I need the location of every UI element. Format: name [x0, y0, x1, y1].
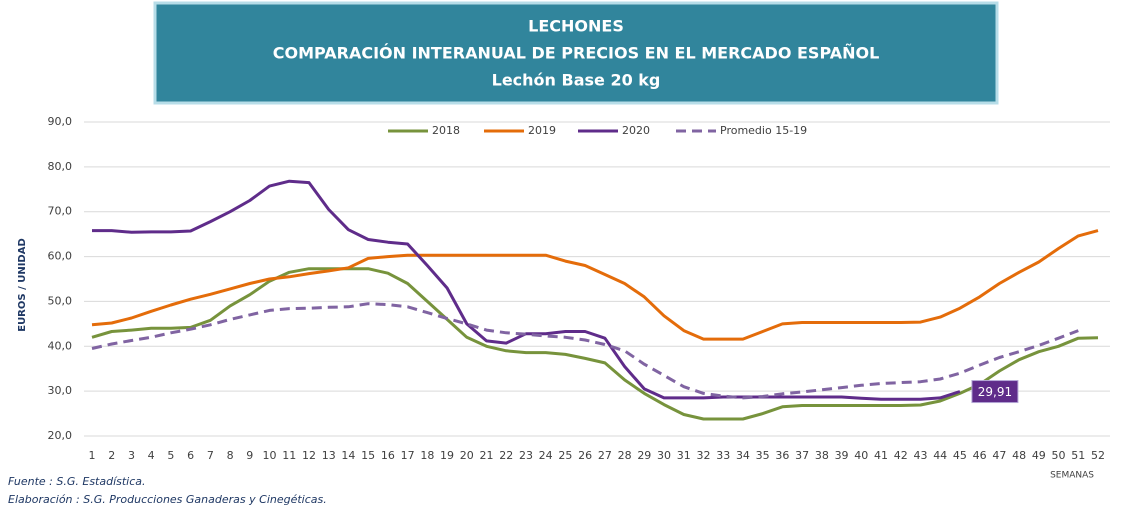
- chart-title: COMPARACIÓN INTERANUAL DE PRECIOS EN EL …: [273, 44, 880, 63]
- x-tick-label: 50: [1052, 449, 1066, 462]
- x-tick-label: 38: [815, 449, 829, 462]
- legend-label: 2019: [528, 124, 556, 137]
- footnote: Elaboración : S.G. Producciones Ganadera…: [8, 493, 327, 506]
- x-tick-label: 16: [381, 449, 395, 462]
- x-tick-label: 2: [108, 449, 115, 462]
- x-tick-label: 48: [1012, 449, 1026, 462]
- y-tick-label: 70,0: [48, 205, 73, 218]
- x-tick-label: 1: [89, 449, 96, 462]
- series-line: [91, 229, 1099, 341]
- x-tick-label: 4: [148, 449, 155, 462]
- x-tick-label: 14: [341, 449, 355, 462]
- x-tick-label: 43: [913, 449, 927, 462]
- x-tick-label: 49: [1032, 449, 1046, 462]
- y-tick-label: 40,0: [48, 339, 73, 352]
- y-tick-label: 20,0: [48, 429, 73, 442]
- x-axis-label: SEMANAS: [1050, 471, 1094, 481]
- x-tick-label: 27: [598, 449, 612, 462]
- x-tick-label: 25: [558, 449, 572, 462]
- x-tick-label: 32: [696, 449, 710, 462]
- x-tick-label: 47: [992, 449, 1006, 462]
- x-tick-label: 45: [953, 449, 967, 462]
- title-box: [153, 1, 999, 105]
- x-tick-label: 31: [677, 449, 691, 462]
- x-tick-label: 36: [775, 449, 789, 462]
- x-tick-label: 39: [835, 449, 849, 462]
- x-tick-label: 8: [227, 449, 234, 462]
- y-tick-label: 90,0: [48, 115, 73, 128]
- legend-label: 2018: [432, 124, 460, 137]
- x-tick-label: 37: [795, 449, 809, 462]
- chart-title: LECHONES: [528, 17, 624, 36]
- x-tick-label: 21: [480, 449, 494, 462]
- x-tick-label: 19: [440, 449, 454, 462]
- legend-label: Promedio 15-19: [720, 124, 807, 137]
- x-tick-label: 30: [657, 449, 671, 462]
- x-tick-label: 9: [246, 449, 253, 462]
- x-tick-label: 46: [973, 449, 987, 462]
- x-tick-label: 5: [167, 449, 174, 462]
- x-tick-label: 11: [282, 449, 296, 462]
- x-tick-label: 52: [1091, 449, 1105, 462]
- x-tick-label: 33: [716, 449, 730, 462]
- series-line: [91, 267, 1099, 421]
- x-tick-label: 34: [736, 449, 750, 462]
- x-tick-label: 24: [539, 449, 553, 462]
- x-tick-label: 42: [894, 449, 908, 462]
- x-tick-label: 26: [578, 449, 592, 462]
- x-tick-label: 41: [874, 449, 888, 462]
- x-tick-label: 40: [854, 449, 868, 462]
- x-tick-label: 35: [756, 449, 770, 462]
- x-tick-label: 6: [187, 449, 194, 462]
- series-line: [91, 302, 1079, 400]
- x-tick-label: 7: [207, 449, 214, 462]
- legend-label: 2020: [622, 124, 650, 137]
- footnote: Fuente : S.G. Estadística.: [8, 475, 146, 488]
- x-tick-label: 18: [420, 449, 434, 462]
- y-tick-label: 60,0: [48, 250, 73, 263]
- series-line: [92, 179, 961, 401]
- x-tick-label: 22: [499, 449, 513, 462]
- y-tick-label: 50,0: [48, 294, 73, 307]
- y-axis-label: EUROS / UNIDAD: [17, 238, 28, 332]
- x-tick-label: 51: [1071, 449, 1085, 462]
- x-tick-label: 23: [519, 449, 533, 462]
- x-tick-label: 3: [128, 449, 135, 462]
- x-tick-label: 17: [401, 449, 415, 462]
- chart-title: Lechón Base 20 kg: [492, 71, 661, 90]
- x-tick-label: 10: [263, 449, 277, 462]
- x-tick-label: 44: [933, 449, 947, 462]
- data-label-box: [971, 380, 1019, 404]
- x-tick-label: 28: [618, 449, 632, 462]
- x-tick-label: 12: [302, 449, 316, 462]
- x-tick-label: 29: [637, 449, 651, 462]
- y-tick-label: 30,0: [48, 384, 73, 397]
- x-tick-label: 20: [460, 449, 474, 462]
- data-label: 29,91: [978, 385, 1012, 399]
- x-tick-label: 13: [322, 449, 336, 462]
- x-tick-label: 15: [361, 449, 375, 462]
- y-tick-label: 80,0: [48, 160, 73, 173]
